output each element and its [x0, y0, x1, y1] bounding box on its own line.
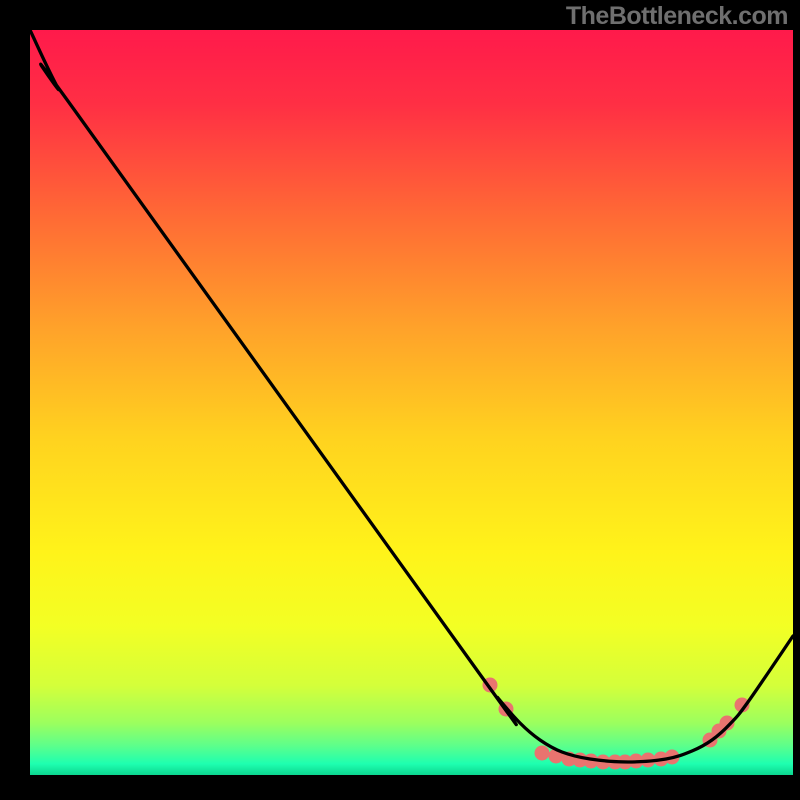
chart-svg: [0, 0, 800, 800]
bottleneck-chart: TheBottleneck.com: [0, 0, 800, 800]
plot-background: [30, 30, 793, 775]
data-marker: [535, 746, 550, 761]
watermark-text: TheBottleneck.com: [566, 2, 788, 31]
